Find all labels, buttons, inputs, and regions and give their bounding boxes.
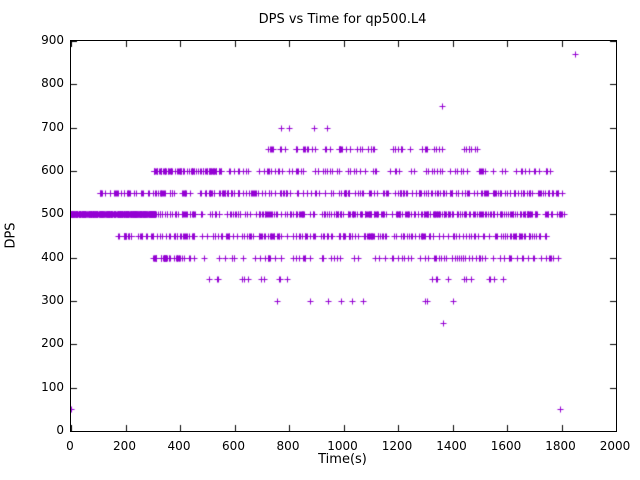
x-tick-label: 0 [66, 439, 74, 453]
x-tick-label: 400 [167, 439, 191, 453]
y-axis-label-wrap: DPS [0, 40, 22, 430]
scatter-canvas [71, 41, 616, 431]
y-tick-label: 400 [41, 249, 64, 264]
y-tick-label: 500 [41, 206, 64, 221]
x-tick-label: 1600 [490, 439, 522, 453]
x-tick-label: 1800 [545, 439, 576, 453]
chart-title: DPS vs Time for qp500.L4 [258, 12, 427, 27]
x-tick-label: 1200 [381, 439, 413, 453]
y-tick-label: 200 [41, 336, 64, 351]
y-tick-label: 100 [41, 379, 64, 394]
plot-area [70, 40, 617, 432]
y-tick-label: 0 [56, 423, 64, 437]
x-tick-label: 1000 [327, 439, 358, 453]
x-tick-label: 1400 [436, 439, 467, 453]
x-tick-label: 600 [222, 439, 245, 453]
y-tick-label: 800 [41, 76, 64, 91]
y-axis-label: DPS [3, 221, 19, 249]
y-tick-label: 300 [41, 293, 64, 307]
y-tick-label: 700 [41, 119, 64, 134]
x-axis-label: Time(s) [318, 452, 367, 467]
x-tick-label: 200 [113, 439, 136, 453]
x-tick-label: 800 [276, 439, 300, 453]
y-tick-label: 900 [41, 33, 64, 47]
y-tick-label: 600 [41, 163, 64, 177]
x-tick-label: 2000 [599, 439, 631, 453]
